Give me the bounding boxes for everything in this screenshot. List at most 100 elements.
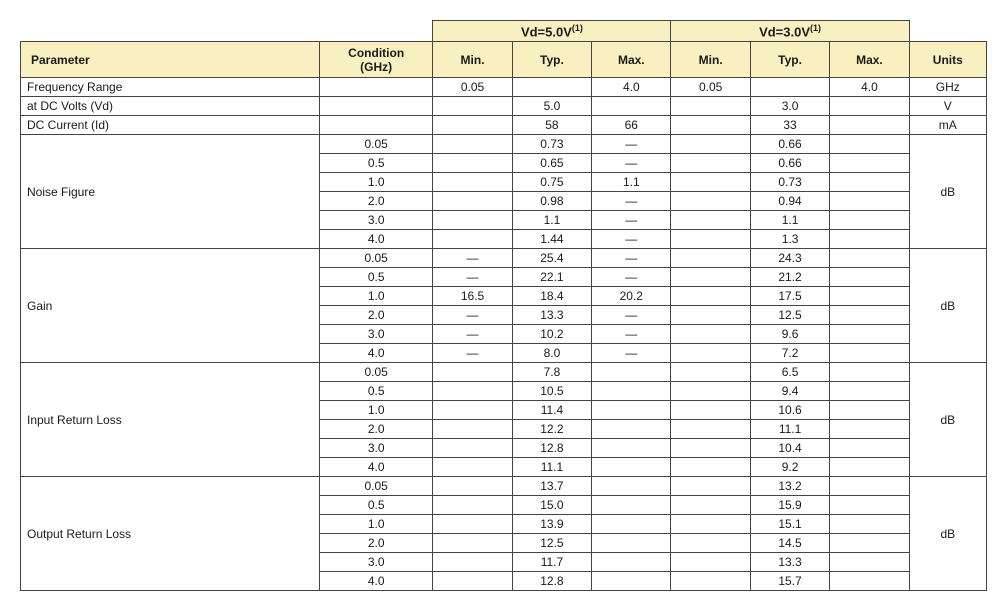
- cond-cell: 4.0: [319, 344, 432, 363]
- cond-cell: 0.5: [319, 154, 432, 173]
- min5-cell: [433, 192, 512, 211]
- cond-cell: 2.0: [319, 306, 432, 325]
- max5-cell: [592, 572, 671, 591]
- table-row: Gain0.05—25.4—24.3dB: [21, 249, 987, 268]
- typ3-cell: 10.4: [750, 439, 829, 458]
- cond-cell: 0.5: [319, 496, 432, 515]
- units-cell: GHz: [909, 78, 986, 97]
- typ5-cell: 13.7: [512, 477, 591, 496]
- typ5-cell: 13.9: [512, 515, 591, 534]
- max3-cell: [830, 439, 909, 458]
- cond-cell: 2.0: [319, 420, 432, 439]
- max3-cell: [830, 572, 909, 591]
- min3-cell: [671, 382, 750, 401]
- typ3-cell: 1.1: [750, 211, 829, 230]
- max5-cell: —: [592, 268, 671, 287]
- typ5-cell: 18.4: [512, 287, 591, 306]
- typ3-cell: [750, 78, 829, 97]
- min5-cell: [433, 382, 512, 401]
- min5-header: Min.: [433, 42, 512, 78]
- max3-cell: [830, 553, 909, 572]
- min5-cell: [433, 363, 512, 382]
- min3-cell: [671, 420, 750, 439]
- spec-table: Vd=5.0V(1) Vd=3.0V(1) Parameter Conditio…: [20, 20, 987, 591]
- typ5-cell: 0.98: [512, 192, 591, 211]
- cond-cell: 0.05: [319, 135, 432, 154]
- typ5-cell: 12.5: [512, 534, 591, 553]
- min5-cell: —: [433, 249, 512, 268]
- typ5-cell: 12.8: [512, 439, 591, 458]
- cond-cell: 3.0: [319, 211, 432, 230]
- min5-cell: —: [433, 268, 512, 287]
- units-header: Units: [909, 42, 986, 78]
- cond-cell: 1.0: [319, 515, 432, 534]
- max3-cell: [830, 306, 909, 325]
- min3-cell: [671, 211, 750, 230]
- min5-cell: 16.5: [433, 287, 512, 306]
- param-cell: Noise Figure: [21, 135, 320, 249]
- min5-cell: —: [433, 325, 512, 344]
- cond-cell: 0.05: [319, 249, 432, 268]
- max5-cell: [592, 401, 671, 420]
- typ3-cell: 15.9: [750, 496, 829, 515]
- typ3-cell: 13.3: [750, 553, 829, 572]
- max5-cell: [592, 97, 671, 116]
- max5-cell: 1.1: [592, 173, 671, 192]
- table-row: Output Return Loss0.0513.713.2dB: [21, 477, 987, 496]
- typ5-cell: [512, 78, 591, 97]
- min5-cell: [433, 458, 512, 477]
- typ3-cell: 0.73: [750, 173, 829, 192]
- typ3-cell: 15.1: [750, 515, 829, 534]
- cond-cell: [319, 97, 432, 116]
- max5-cell: —: [592, 306, 671, 325]
- min5-cell: [433, 553, 512, 572]
- typ3-cell: 6.5: [750, 363, 829, 382]
- typ5-cell: 5.0: [512, 97, 591, 116]
- min3-cell: [671, 268, 750, 287]
- table-row: Input Return Loss0.057.86.5dB: [21, 363, 987, 382]
- typ3-cell: 7.2: [750, 344, 829, 363]
- max3-cell: [830, 154, 909, 173]
- max5-cell: —: [592, 249, 671, 268]
- max3-cell: [830, 458, 909, 477]
- max3-cell: [830, 496, 909, 515]
- max5-cell: 66: [592, 116, 671, 135]
- condition-header: Condition(GHz): [319, 42, 432, 78]
- cond-cell: [319, 78, 432, 97]
- max5-cell: [592, 496, 671, 515]
- min3-cell: [671, 515, 750, 534]
- min5-cell: [433, 420, 512, 439]
- max3-header: Max.: [830, 42, 909, 78]
- max3-cell: [830, 268, 909, 287]
- typ3-cell: 13.2: [750, 477, 829, 496]
- max5-cell: —: [592, 344, 671, 363]
- typ3-header: Typ.: [750, 42, 829, 78]
- min5-cell: [433, 515, 512, 534]
- max3-cell: [830, 97, 909, 116]
- max3-cell: [830, 401, 909, 420]
- max5-cell: 20.2: [592, 287, 671, 306]
- min5-cell: [433, 439, 512, 458]
- min5-cell: [433, 211, 512, 230]
- min3-cell: [671, 116, 750, 135]
- min3-cell: [671, 97, 750, 116]
- table-row: DC Current (Id)586633mA: [21, 116, 987, 135]
- typ3-cell: 12.5: [750, 306, 829, 325]
- min5-cell: —: [433, 344, 512, 363]
- typ3-cell: 3.0: [750, 97, 829, 116]
- typ5-cell: 11.4: [512, 401, 591, 420]
- min3-cell: [671, 477, 750, 496]
- cond-cell: 1.0: [319, 401, 432, 420]
- min3-cell: [671, 154, 750, 173]
- typ3-cell: 33: [750, 116, 829, 135]
- max5-cell: —: [592, 154, 671, 173]
- min3-cell: [671, 496, 750, 515]
- typ5-cell: 8.0: [512, 344, 591, 363]
- max3-cell: [830, 116, 909, 135]
- min5-cell: [433, 116, 512, 135]
- units-cell: dB: [909, 363, 986, 477]
- min3-cell: [671, 287, 750, 306]
- cond-cell: 4.0: [319, 230, 432, 249]
- min3-cell: [671, 344, 750, 363]
- cond-cell: 0.5: [319, 268, 432, 287]
